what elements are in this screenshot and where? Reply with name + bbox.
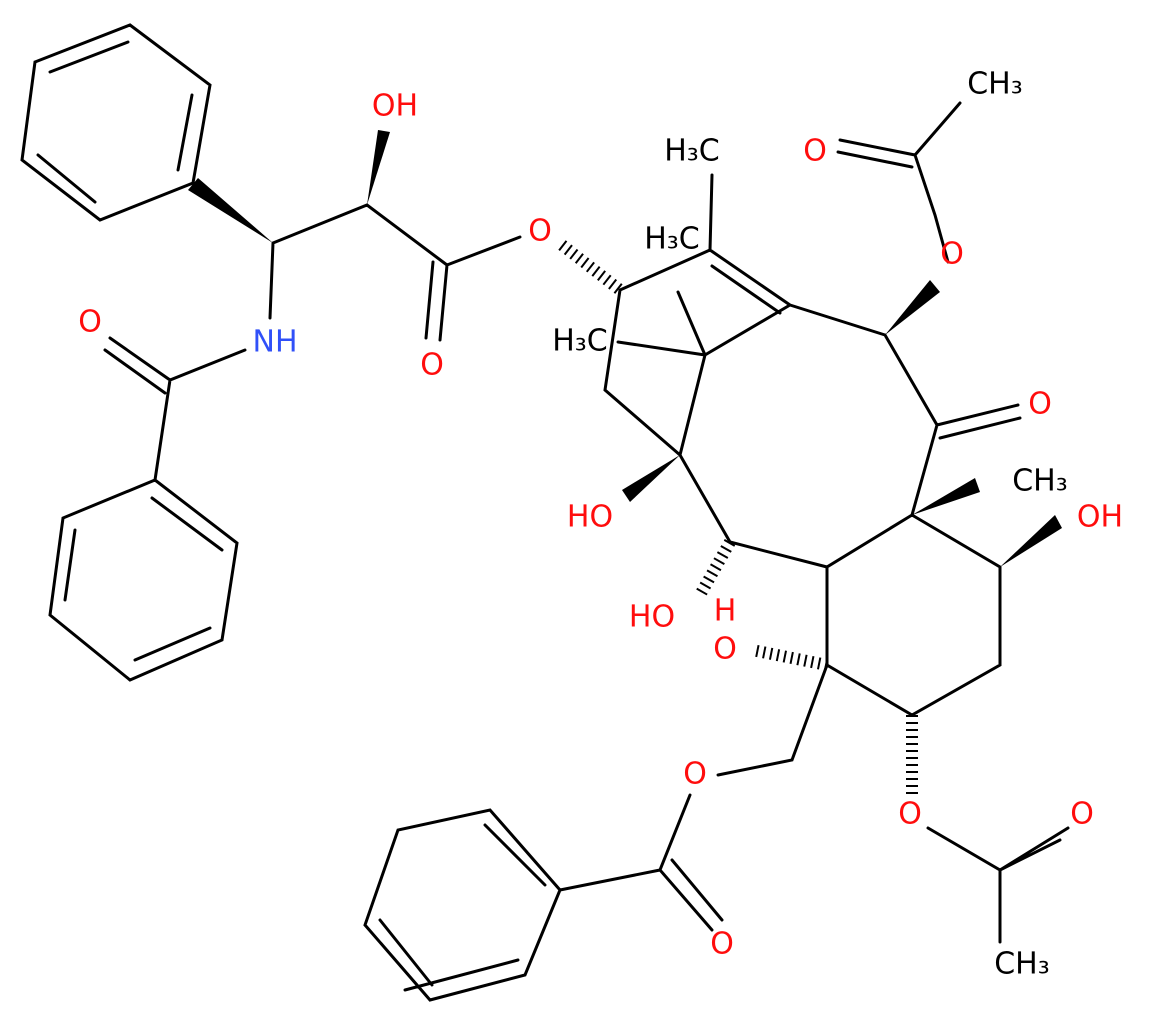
wedge-bond <box>912 478 980 515</box>
atom-label: O <box>78 305 102 340</box>
atom-label: HO <box>629 600 675 635</box>
atom-label: O <box>420 348 444 383</box>
atom-label: H₃C <box>552 324 608 359</box>
atom-label: CH₃ <box>967 67 1023 102</box>
atom-label: H₃C <box>644 222 700 257</box>
atom-label: H₃C <box>664 134 720 169</box>
atom-label: OH <box>372 89 418 124</box>
atom-label: O <box>940 237 964 272</box>
hash-bond <box>558 240 624 295</box>
atom-label: HO <box>567 500 613 535</box>
wedge-bond <box>885 280 940 335</box>
wedge-bond <box>1000 515 1062 567</box>
atom-label: OH <box>1077 500 1123 535</box>
atom-label: O <box>713 632 737 667</box>
atom-label: O <box>528 214 552 249</box>
atom-label: O <box>1070 797 1094 832</box>
hash-bond <box>694 539 736 598</box>
atom-label: CH₃ <box>1012 464 1068 499</box>
atom-label: H <box>714 594 737 629</box>
atom-label: O <box>803 134 827 169</box>
atom-label: O <box>898 797 922 832</box>
hash-bond <box>750 644 829 671</box>
bond-lines <box>20 23 1070 1002</box>
atom-label: O <box>710 927 734 962</box>
atom-label: O <box>683 757 707 792</box>
atom-labels: OH O O O NH H₃C H₃C H₃C O CH₃ O O CH₃ OH… <box>78 67 1123 982</box>
atom-label: CH₃ <box>994 947 1050 982</box>
wedge-bond <box>622 455 680 502</box>
bonds <box>20 23 1070 1002</box>
atom-label: NH <box>253 325 298 360</box>
atom-label: O <box>1028 387 1052 422</box>
wedge-bond <box>188 178 273 243</box>
wedge-bond <box>367 130 390 205</box>
